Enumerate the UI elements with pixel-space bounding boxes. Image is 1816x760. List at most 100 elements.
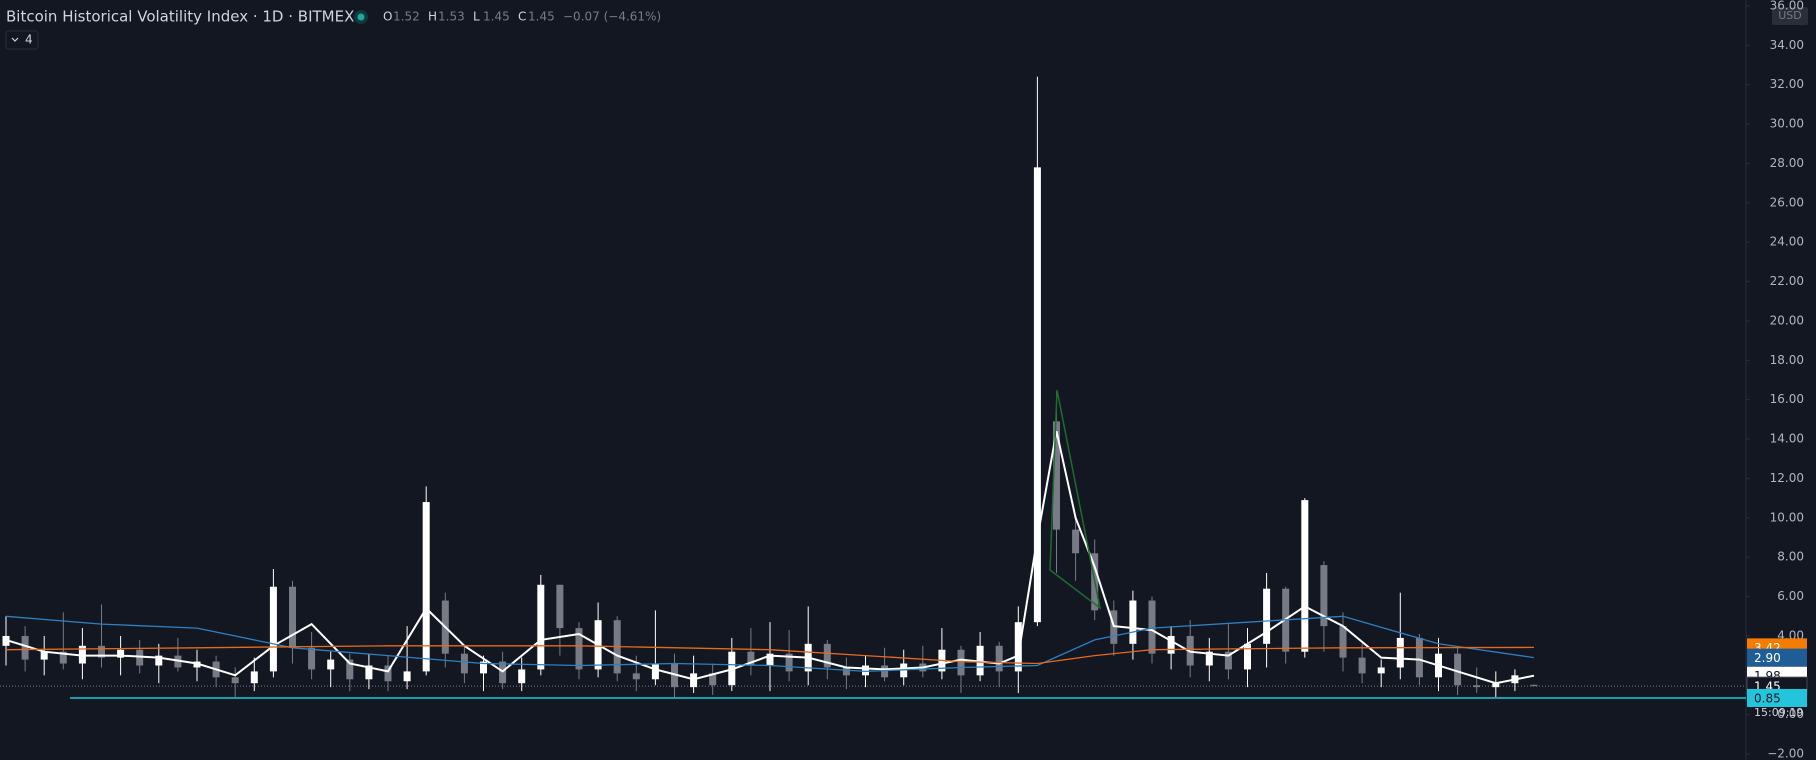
candle-body bbox=[1377, 667, 1385, 674]
y-tick-label: 12.00 bbox=[1770, 471, 1804, 485]
candle-body bbox=[155, 655, 163, 666]
ohlc-values: O 1.52 H 1.53 L 1.45 C 1.45 −0.07 (−4.61%) bbox=[383, 10, 661, 24]
ma-line bbox=[5, 430, 1535, 685]
candle-body bbox=[1396, 637, 1404, 668]
candle-body bbox=[575, 628, 583, 670]
plot bbox=[0, 76, 1746, 699]
candle-body bbox=[1244, 643, 1251, 670]
ma-line bbox=[5, 615, 1535, 673]
candle-body bbox=[117, 649, 125, 658]
candle-body bbox=[1033, 167, 1041, 623]
indicator-toggle[interactable] bbox=[5, 30, 39, 50]
y-tick-label: −2.00 bbox=[1767, 747, 1804, 760]
price-tag-label: 2.90 bbox=[1754, 651, 1781, 665]
candle-body bbox=[289, 586, 296, 648]
candle-body bbox=[823, 643, 831, 668]
candle-body bbox=[995, 645, 1003, 672]
candle-body bbox=[269, 586, 277, 672]
ohlc-key: O bbox=[383, 10, 392, 24]
ohlc-value: 1.45 bbox=[483, 10, 510, 24]
y-tick-label: 22.00 bbox=[1770, 274, 1804, 288]
y-tick-label: 26.00 bbox=[1770, 195, 1804, 209]
candle-body bbox=[1053, 421, 1060, 530]
candle-body bbox=[957, 649, 965, 676]
candle-body bbox=[862, 665, 869, 676]
candle-body bbox=[1014, 622, 1022, 672]
price-tag bbox=[1747, 688, 1807, 707]
status-dot bbox=[357, 13, 365, 21]
candle-body bbox=[460, 653, 468, 674]
candle-body bbox=[747, 651, 755, 666]
candle-body bbox=[881, 665, 889, 678]
indicator-count: 4 bbox=[25, 33, 33, 47]
candle-body bbox=[766, 653, 774, 666]
countdown: 15:09:19 bbox=[1754, 706, 1803, 719]
candle-body bbox=[21, 635, 29, 660]
candle-body bbox=[327, 659, 335, 670]
candle-body bbox=[1358, 657, 1366, 674]
candle-body bbox=[1415, 637, 1423, 678]
candle-body bbox=[556, 584, 564, 629]
currency: USD bbox=[1778, 9, 1802, 22]
y-tick-label: 14.00 bbox=[1770, 432, 1804, 446]
candle-body bbox=[1473, 685, 1481, 688]
candle-body bbox=[1301, 500, 1309, 652]
candle-body bbox=[480, 661, 487, 674]
candle-body bbox=[308, 647, 316, 670]
currency-box[interactable] bbox=[1772, 7, 1808, 25]
candle-body bbox=[1129, 600, 1137, 644]
y-tick-label: 24.00 bbox=[1770, 235, 1804, 249]
ohlc-value: 1.52 bbox=[393, 10, 420, 24]
triangle-drawing bbox=[1049, 389, 1102, 610]
y-tick-label: 30.00 bbox=[1770, 117, 1804, 131]
candle-body bbox=[651, 663, 659, 680]
legend: Bitcoin Historical Volatility Index · 1D… bbox=[5, 8, 661, 50]
candle-body bbox=[422, 502, 430, 672]
y-tick-label: 18.00 bbox=[1770, 353, 1804, 367]
candle-body bbox=[518, 669, 526, 684]
candle-body bbox=[1339, 626, 1347, 658]
candle-body bbox=[1148, 600, 1156, 654]
y-tick-label: 16.00 bbox=[1770, 392, 1804, 406]
price-tag bbox=[1747, 648, 1807, 667]
candle-body bbox=[1530, 684, 1538, 687]
ohlc-key: H bbox=[428, 10, 437, 24]
ohlc-key: C bbox=[518, 10, 526, 24]
candle-body bbox=[709, 673, 717, 686]
y-tick-label: 0.00 bbox=[1777, 707, 1804, 721]
candle-body bbox=[1454, 653, 1462, 686]
candle-body bbox=[537, 584, 545, 670]
chevron-icon bbox=[11, 37, 19, 42]
ohlc-value: 1.53 bbox=[438, 10, 465, 24]
y-tick-label: 6.00 bbox=[1777, 589, 1804, 603]
y-tick-label: 36.00 bbox=[1770, 0, 1804, 12]
y-tick-label: 20.00 bbox=[1770, 313, 1804, 327]
symbol-title: Bitcoin Historical Volatility Index · 1D… bbox=[6, 8, 354, 26]
ohlc-value: 1.45 bbox=[528, 10, 555, 24]
candle-body bbox=[1492, 683, 1500, 688]
candle-body bbox=[1205, 651, 1213, 666]
candle-body bbox=[346, 659, 354, 680]
candle-body bbox=[365, 665, 373, 680]
ma-line bbox=[5, 645, 1535, 665]
y-tick-label: 34.00 bbox=[1770, 38, 1804, 52]
candle-body bbox=[40, 651, 48, 660]
candle-body bbox=[98, 645, 105, 658]
candle-body bbox=[1263, 588, 1271, 644]
candle-body bbox=[384, 665, 392, 682]
candle-body bbox=[1072, 529, 1080, 554]
candle-body bbox=[632, 673, 640, 680]
candle-body bbox=[231, 677, 239, 684]
y-tick-label: 8.00 bbox=[1777, 550, 1804, 564]
change: −0.07 (−4.61%) bbox=[563, 10, 661, 24]
candle-body bbox=[59, 651, 67, 664]
candle-body bbox=[1167, 635, 1175, 654]
ohlc-key: L bbox=[473, 10, 480, 24]
price-tag-label: 0.85 bbox=[1754, 691, 1781, 705]
candle-body bbox=[1320, 565, 1328, 627]
y-tick-label: 10.00 bbox=[1770, 510, 1804, 524]
candle-body bbox=[250, 671, 258, 684]
